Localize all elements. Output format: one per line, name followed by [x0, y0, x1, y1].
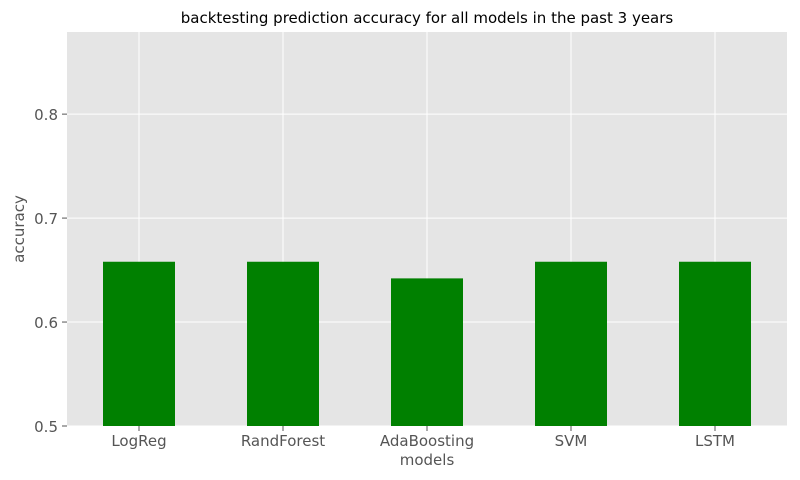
chart-title: backtesting prediction accuracy for all …	[181, 9, 674, 27]
y-tick-label: 0.6	[34, 314, 58, 332]
bar-randforest	[247, 261, 319, 426]
x-tick-label: SVM	[555, 432, 588, 450]
bar-svm	[535, 261, 607, 426]
y-tick-label: 0.8	[34, 106, 58, 124]
y-tick-label: 0.7	[34, 210, 58, 228]
bar-lstm	[679, 261, 751, 426]
x-tick-label: AdaBoosting	[380, 432, 474, 450]
x-tick-labels: LogReg RandForest AdaBoosting SVM LSTM	[111, 426, 735, 450]
bar-logreg	[103, 261, 175, 426]
y-axis-label: accuracy	[10, 195, 28, 263]
bars	[103, 261, 751, 426]
x-tick-label: LogReg	[111, 432, 166, 450]
x-axis-label: models	[400, 451, 455, 469]
y-tick-label: 0.5	[34, 418, 58, 436]
bar-adaboosting	[391, 278, 463, 426]
y-tick-labels: 0.5 0.6 0.7 0.8	[34, 106, 67, 436]
x-tick-label: RandForest	[241, 432, 325, 450]
x-tick-label: LSTM	[695, 432, 735, 450]
